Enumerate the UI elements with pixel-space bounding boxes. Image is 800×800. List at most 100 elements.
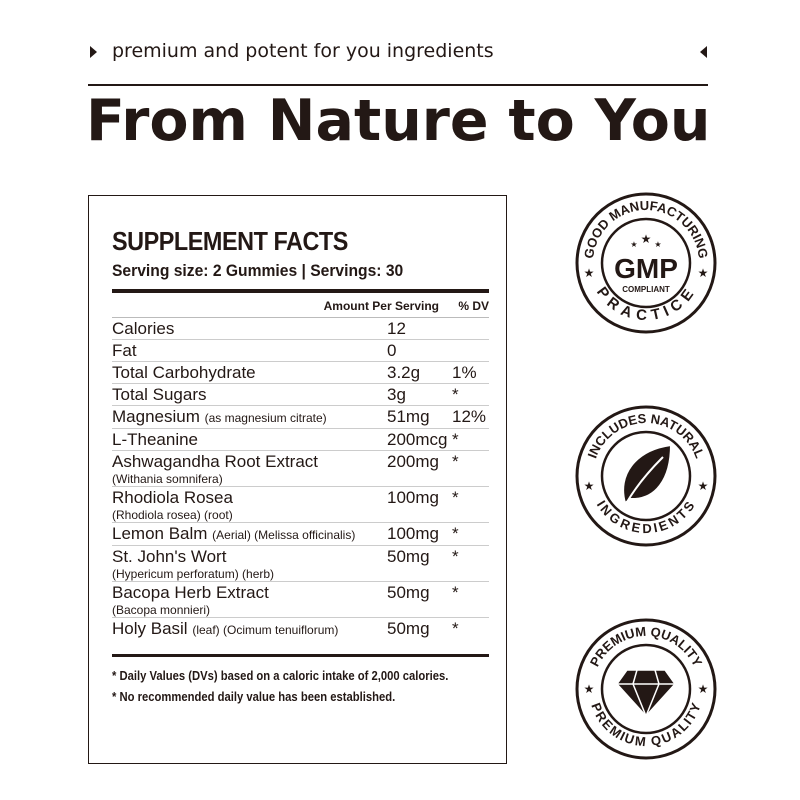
svg-text:★: ★	[630, 240, 637, 249]
svg-text:★: ★	[584, 479, 595, 493]
stars-icon: ★★ ★★ ★	[584, 232, 709, 280]
nutrient-name: Magnesium (as magnesium citrate)	[112, 407, 387, 428]
nutrient-row: Bacopa Herb Extract (Bacopa monnieri) 50mg…	[112, 582, 489, 618]
badge-top-text: GOOD MANUFACTURING	[581, 198, 711, 260]
amount: 50mg	[387, 619, 430, 638]
nutrient-name: L-Theanine	[112, 430, 387, 450]
footnote: * Daily Values (DVs) based on a caloric …	[112, 669, 449, 683]
nutrient-name: Calories	[112, 319, 387, 339]
divider	[112, 289, 489, 293]
amount: 200mg	[387, 452, 439, 471]
nutrient-row: Ashwagandha Root Extract (Withania somnif…	[112, 451, 489, 487]
triangle-left-icon	[700, 46, 707, 58]
svg-text:★: ★	[584, 682, 595, 696]
footnote: * No recommended daily value has been es…	[112, 690, 396, 704]
name: Calories	[112, 319, 175, 338]
amount: 200mcg	[387, 430, 448, 449]
note: (leaf) (Ocimum tenuiflorum)	[192, 623, 339, 637]
nutrient-name: Holy Basil (leaf) (Ocimum tenuiflorum)	[112, 619, 387, 640]
svg-text:★: ★	[698, 266, 709, 280]
nutrient-row: L-Theanine 200mcg *	[112, 429, 489, 451]
amount: 100mg	[387, 524, 439, 543]
nutrient-row: St. John's Wort (Hypericum perforatum) (h…	[112, 546, 489, 582]
nutrient-name: Lemon Balm (Aerial) (Melissa officinalis…	[112, 524, 387, 545]
name: Lemon Balm	[112, 524, 208, 543]
name: Rhodiola Rosea	[112, 488, 233, 507]
daily-value: *	[452, 385, 459, 404]
leaf-icon	[622, 443, 673, 505]
tagline: premium and potent for you ingredients	[112, 40, 494, 62]
column-header: Amount Per Serving % DV	[112, 299, 489, 318]
name: St. John's Wort	[112, 547, 227, 566]
nutrient-name: Total Sugars	[112, 385, 387, 405]
natural-ingredients-badge: INCLUDES NATURAL INGREDIENTS ★ ★	[575, 405, 717, 547]
facts-title: SUPPLEMENT FACTS	[112, 226, 348, 256]
nutrient-name: Fat	[112, 341, 387, 361]
daily-value	[452, 319, 489, 339]
amount: 50mg	[387, 583, 430, 602]
name: Bacopa Herb Extract	[112, 583, 269, 602]
triangle-right-icon	[90, 46, 97, 58]
latin-name: (Rhodiola rosea) (root)	[112, 508, 233, 522]
daily-value: 1%	[452, 363, 477, 382]
footnotes: * Daily Values (DVs) based on a caloric …	[112, 666, 451, 708]
compliant-text: COMPLIANT	[622, 285, 670, 294]
amount: 51mg	[387, 407, 430, 426]
supplement-facts: SUPPLEMENT FACTS Serving size: 2 Gummies…	[112, 226, 489, 708]
daily-value: 12%	[452, 407, 487, 426]
nutrient-row: Total Sugars 3g *	[112, 384, 489, 406]
name: Total Sugars	[112, 385, 207, 404]
name: Fat	[112, 341, 137, 360]
supplement-facts-panel	[88, 195, 507, 764]
name: L-Theanine	[112, 430, 199, 449]
badge-top-text: PREMIUM QUALITY	[587, 624, 706, 669]
daily-value: *	[452, 619, 459, 638]
svg-text:INGREDIENTS: INGREDIENTS	[594, 498, 698, 536]
nutrient-row: Calories 12	[112, 318, 489, 340]
nutrient-row: Magnesium (as magnesium citrate) 51mg 12%	[112, 406, 489, 429]
divider	[112, 654, 489, 657]
nutrient-row: Holy Basil (leaf) (Ocimum tenuiflorum) 50…	[112, 618, 489, 640]
name: Holy Basil	[112, 619, 188, 638]
amount-header: Amount Per Serving	[323, 299, 439, 313]
nutrient-row: Rhodiola Rosea (Rhodiola rosea) (root) 100…	[112, 487, 489, 523]
amount: 3g	[387, 385, 406, 404]
daily-value: *	[452, 583, 459, 602]
daily-value: *	[452, 452, 459, 471]
stars-icon: ★ ★	[584, 479, 709, 493]
daily-value: *	[452, 430, 459, 449]
amount: 100mg	[387, 488, 439, 507]
svg-text:★: ★	[698, 479, 709, 493]
svg-text:★: ★	[698, 682, 709, 696]
nutrient-row: Total Carbohydrate 3.2g 1%	[112, 362, 489, 384]
svg-text:GOOD MANUFACTURING: GOOD MANUFACTURING	[581, 198, 711, 260]
amount: 12	[387, 319, 406, 338]
svg-text:★: ★	[641, 232, 652, 246]
nutrient-name: Rhodiola Rosea (Rhodiola rosea) (root)	[112, 488, 387, 522]
latin-name: (Hypericum perforatum) (herb)	[112, 567, 275, 581]
daily-value: *	[452, 547, 459, 566]
gmp-badge: GOOD MANUFACTURING PRACTICE GMP COMPLIAN…	[575, 192, 717, 334]
stars-icon: ★ ★	[584, 682, 709, 696]
note: (Aerial) (Melissa officinalis)	[212, 528, 356, 542]
daily-value	[452, 341, 489, 361]
svg-text:★: ★	[654, 240, 661, 249]
latin-name: (Bacopa monnieri)	[112, 603, 211, 617]
nutrient-name: Bacopa Herb Extract (Bacopa monnieri)	[112, 583, 387, 617]
nutrient-row: Fat 0	[112, 340, 489, 362]
divider	[88, 84, 708, 86]
nutrient-name: Total Carbohydrate	[112, 363, 387, 383]
premium-quality-badge: PREMIUM QUALITY PREMIUM QUALITY ★ ★	[575, 618, 717, 760]
nutrient-name: Ashwagandha Root Extract (Withania somnif…	[112, 452, 387, 486]
badge-bottom-text: INGREDIENTS	[594, 498, 697, 536]
name: Magnesium	[112, 407, 200, 426]
svg-text:★: ★	[584, 266, 595, 280]
note: (as magnesium citrate)	[204, 411, 327, 425]
name: Ashwagandha Root Extract	[112, 452, 319, 471]
serving-info: Serving size: 2 Gummies | Servings: 30	[112, 261, 404, 280]
amount: 3.2g	[387, 363, 421, 382]
diamond-icon	[616, 669, 676, 718]
dv-header: % DV	[458, 299, 489, 313]
nutrient-name: St. John's Wort (Hypericum perforatum) (h…	[112, 547, 387, 581]
amount: 0	[387, 341, 397, 360]
